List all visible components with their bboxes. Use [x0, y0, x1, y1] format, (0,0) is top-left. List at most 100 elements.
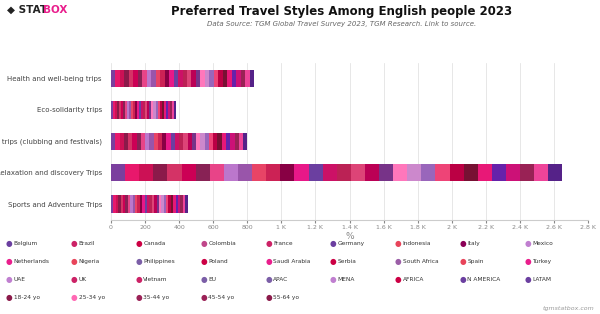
Bar — [178, 70, 182, 87]
Bar — [128, 195, 130, 213]
Bar — [224, 164, 238, 181]
Bar — [179, 133, 184, 150]
Bar — [164, 70, 169, 87]
Text: ●: ● — [71, 257, 77, 266]
Text: ●: ● — [330, 275, 337, 284]
Bar — [222, 133, 226, 150]
Bar — [351, 164, 365, 181]
Bar — [115, 70, 120, 87]
Bar — [187, 70, 191, 87]
Bar — [166, 133, 170, 150]
Bar — [111, 133, 115, 150]
Bar — [436, 164, 449, 181]
Bar — [323, 164, 337, 181]
Bar — [162, 133, 166, 150]
Bar — [218, 70, 223, 87]
Text: ●: ● — [6, 294, 13, 302]
Bar — [170, 133, 175, 150]
Bar — [121, 101, 123, 119]
Text: ●: ● — [395, 257, 401, 266]
Bar — [182, 70, 187, 87]
Bar — [135, 101, 137, 119]
Bar — [137, 101, 139, 119]
Bar — [164, 195, 166, 213]
Text: Preferred Travel Styles Among English people 2023: Preferred Travel Styles Among English pe… — [172, 5, 512, 18]
Text: UK: UK — [79, 277, 87, 282]
Bar — [111, 164, 125, 181]
Bar — [365, 164, 379, 181]
Text: Vietnam: Vietnam — [143, 277, 168, 282]
Text: MENA: MENA — [338, 277, 355, 282]
Text: 45-54 yo: 45-54 yo — [208, 295, 235, 300]
Text: ●: ● — [200, 294, 207, 302]
Bar — [132, 133, 137, 150]
Bar — [173, 70, 178, 87]
Bar — [129, 101, 131, 119]
Bar — [142, 70, 147, 87]
Bar — [200, 70, 205, 87]
Bar — [142, 195, 145, 213]
Bar — [130, 195, 133, 213]
Bar — [113, 101, 115, 119]
Bar — [154, 164, 167, 181]
Bar — [170, 101, 172, 119]
Text: ●: ● — [6, 257, 13, 266]
Text: ●: ● — [460, 257, 466, 266]
Bar — [337, 164, 351, 181]
Bar — [142, 101, 143, 119]
Bar — [154, 195, 157, 213]
Bar — [123, 101, 125, 119]
Text: Serbia: Serbia — [338, 259, 356, 264]
Bar — [192, 133, 196, 150]
Text: ●: ● — [330, 257, 337, 266]
Bar — [209, 133, 213, 150]
Bar — [173, 195, 176, 213]
Text: Nigeria: Nigeria — [79, 259, 100, 264]
Bar — [230, 133, 235, 150]
Bar — [140, 195, 142, 213]
Bar — [160, 101, 161, 119]
Text: Belgium: Belgium — [14, 241, 38, 246]
Text: ●: ● — [395, 275, 401, 284]
Bar — [308, 164, 323, 181]
Bar — [506, 164, 520, 181]
Bar — [125, 101, 127, 119]
Bar — [421, 164, 436, 181]
Bar — [152, 195, 154, 213]
Bar — [133, 195, 135, 213]
Bar — [196, 164, 210, 181]
Bar — [125, 195, 128, 213]
Text: AFRICA: AFRICA — [403, 277, 424, 282]
Bar — [151, 101, 154, 119]
Text: ●: ● — [395, 239, 401, 248]
Bar — [158, 101, 160, 119]
Text: LATAM: LATAM — [532, 277, 551, 282]
Text: ●: ● — [460, 275, 466, 284]
Bar — [120, 70, 124, 87]
Text: Italy: Italy — [467, 241, 480, 246]
Bar — [548, 164, 562, 181]
Text: ●: ● — [200, 275, 207, 284]
Text: ●: ● — [524, 275, 531, 284]
Text: Saudi Arabia: Saudi Arabia — [273, 259, 310, 264]
Bar — [128, 133, 132, 150]
Bar — [133, 70, 138, 87]
Text: N AMERICA: N AMERICA — [467, 277, 500, 282]
Text: ●: ● — [460, 239, 466, 248]
Bar — [123, 195, 125, 213]
Bar — [147, 195, 149, 213]
Bar — [133, 101, 135, 119]
Bar — [129, 70, 133, 87]
Text: Philippines: Philippines — [143, 259, 175, 264]
Bar — [139, 101, 142, 119]
Bar — [167, 164, 182, 181]
Bar — [214, 70, 218, 87]
Bar — [111, 101, 113, 119]
Bar — [252, 164, 266, 181]
Text: ●: ● — [524, 257, 531, 266]
Text: Indonesia: Indonesia — [403, 241, 431, 246]
Text: Spain: Spain — [467, 259, 484, 264]
Bar — [205, 70, 209, 87]
Bar — [135, 195, 137, 213]
Bar — [227, 70, 232, 87]
